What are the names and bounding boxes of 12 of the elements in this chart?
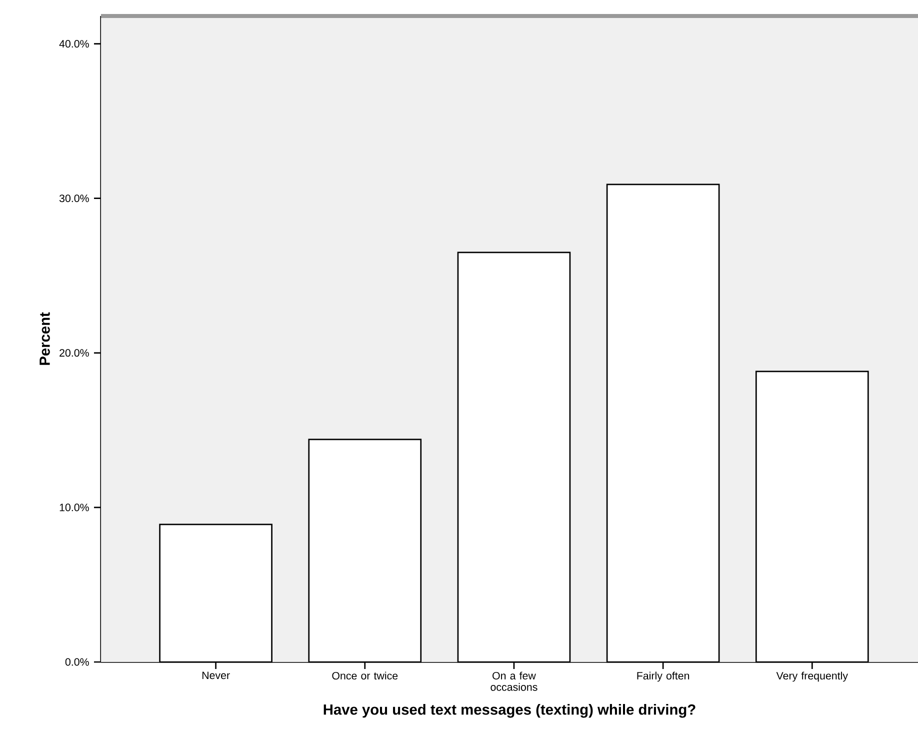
y-tick-label: 0.0% xyxy=(65,658,89,666)
y-axis-title: Percent xyxy=(40,312,50,365)
x-tick-label: Once or twice xyxy=(332,672,398,680)
x-axis-title: Have you used text messages (texting) while driving? xyxy=(324,704,696,718)
x-tick-label: Never xyxy=(202,672,230,680)
y-tick-label: 40.0% xyxy=(59,40,89,48)
x-tick-label: On a few occasions xyxy=(490,672,538,691)
x-tick-label: Very frequently xyxy=(776,672,848,682)
x-tick-label: Fairly often xyxy=(637,672,690,682)
y-tick-label: 30.0% xyxy=(59,194,89,202)
y-tick-label: 10.0% xyxy=(60,504,89,512)
y-tick-label: 20.0% xyxy=(60,349,89,357)
